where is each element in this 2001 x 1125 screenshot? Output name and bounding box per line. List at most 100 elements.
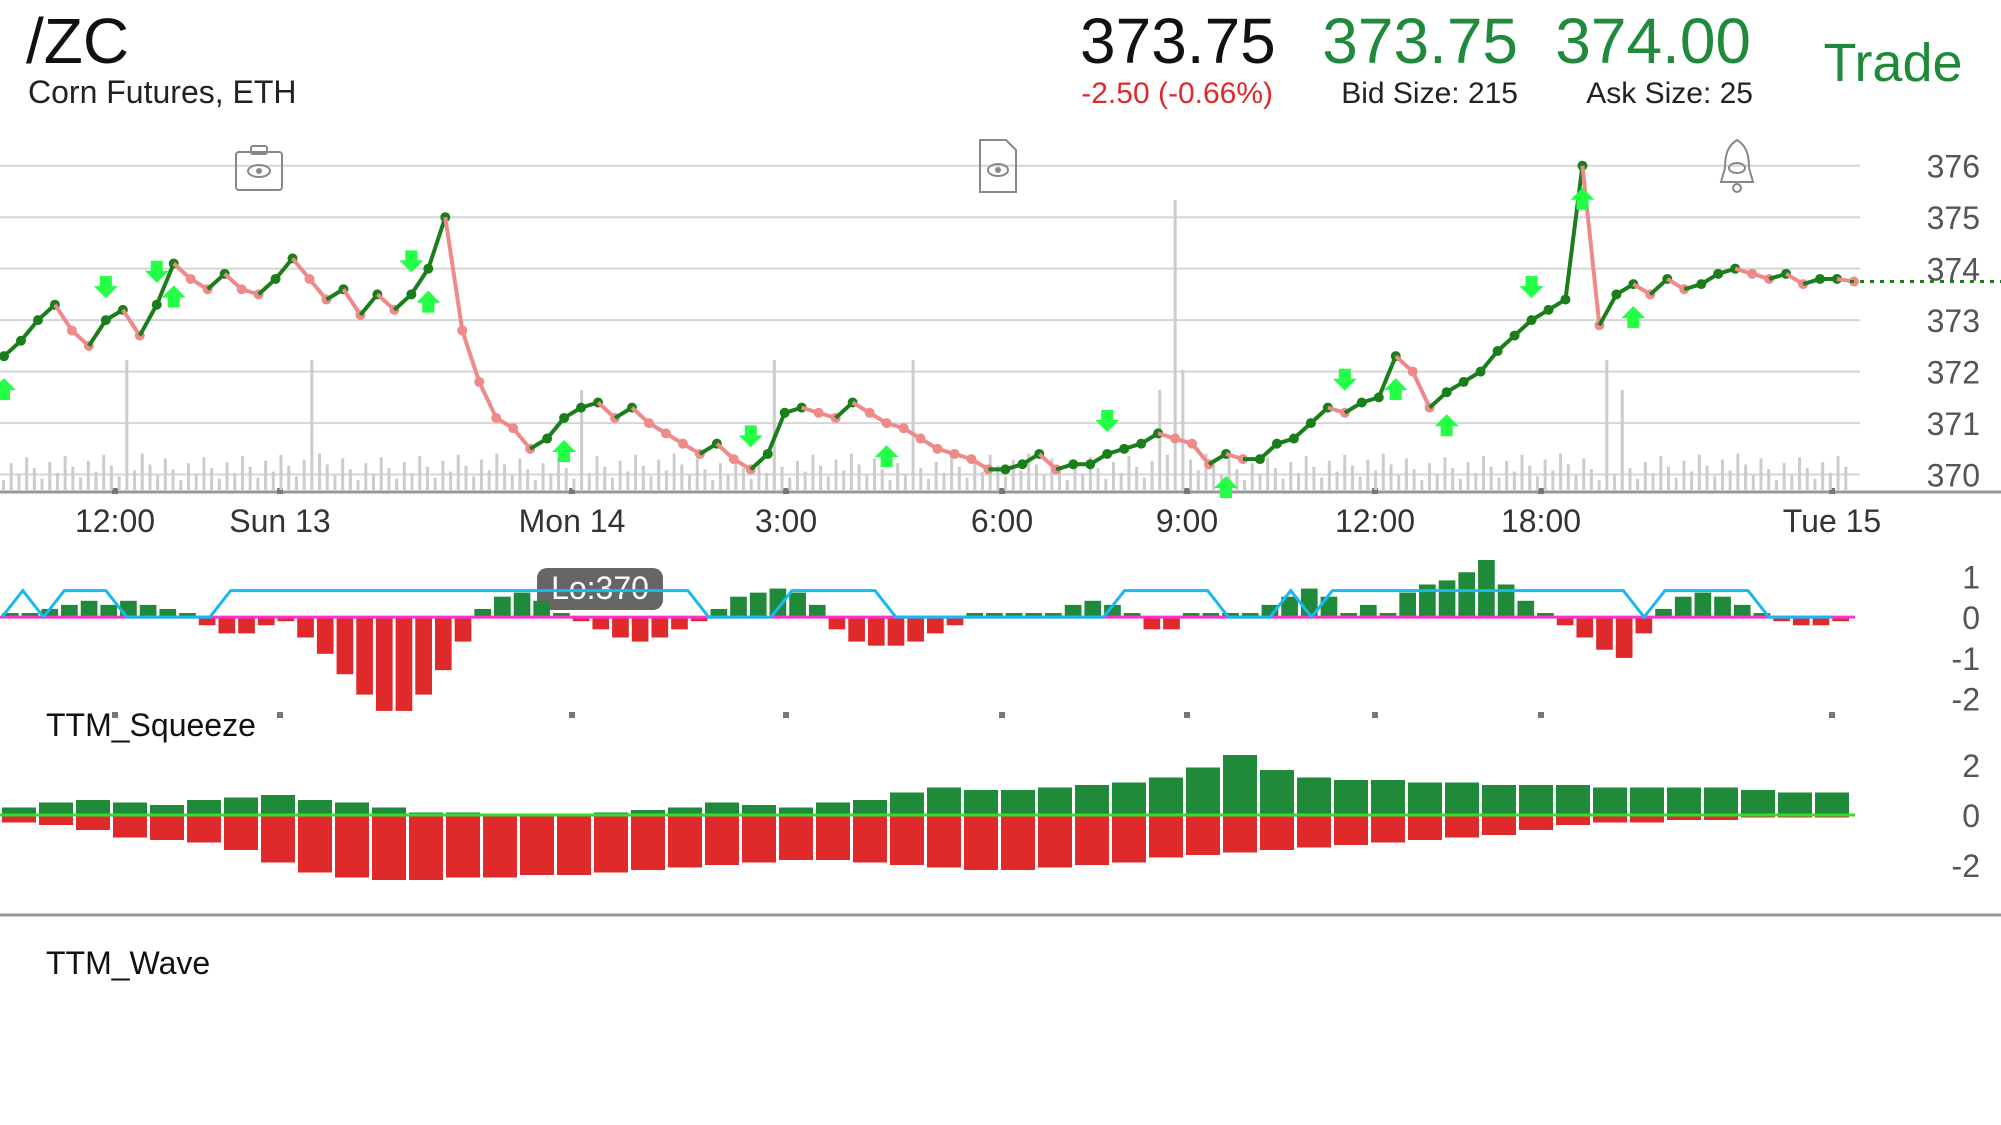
squeeze-bar	[789, 592, 806, 618]
wave-bar	[1297, 777, 1331, 815]
ask-price[interactable]: 374.00	[1555, 5, 1751, 77]
volume-bar	[1150, 460, 1154, 490]
wave-bar	[150, 805, 184, 815]
volume-bar	[1027, 453, 1031, 490]
volume-bar	[1798, 457, 1802, 490]
price-segment	[53, 303, 74, 332]
volume-bar	[726, 474, 730, 490]
price-segment	[409, 267, 430, 296]
bid-price[interactable]: 373.75	[1322, 5, 1518, 77]
volume-bars	[2, 200, 1848, 490]
volume-bar	[718, 463, 722, 490]
volume-bar	[880, 469, 884, 490]
signal-up-arrow	[416, 290, 441, 313]
signal-up-arrow	[161, 285, 186, 308]
price-segment	[121, 308, 142, 337]
wave-bar	[113, 815, 147, 838]
volume-bar	[1643, 462, 1647, 490]
squeeze-bar	[867, 617, 885, 646]
volume-bar	[849, 453, 853, 490]
squeeze-bar	[651, 617, 669, 638]
squeeze-bar	[415, 617, 432, 695]
volume-bar	[140, 453, 144, 490]
volume-bar	[372, 474, 375, 490]
price-segment	[426, 216, 448, 270]
squeeze-bar	[1655, 608, 1672, 618]
volume-bar	[1266, 457, 1270, 490]
volume-bar	[410, 472, 414, 490]
squeeze-title: TTM_Squeeze	[46, 707, 256, 743]
wave-bar	[1371, 780, 1405, 815]
volume-bar	[210, 468, 214, 490]
squeeze-bar	[1064, 604, 1082, 618]
volume-bar	[441, 460, 445, 490]
squeeze-bar	[1222, 613, 1239, 618]
wave-bar	[298, 800, 332, 815]
volume-bar	[896, 463, 900, 490]
price-segment	[765, 412, 787, 455]
price-segment	[1580, 165, 1602, 326]
volume-bar	[1073, 463, 1077, 490]
volume-bar	[1350, 465, 1354, 490]
volume-bar	[1304, 456, 1308, 490]
volume-bar	[1636, 478, 1640, 490]
squeeze-bar	[1753, 613, 1771, 618]
volume-bar	[233, 472, 237, 490]
volume-bar	[757, 462, 761, 490]
squeeze-bar	[1497, 584, 1515, 618]
wave-bar	[1556, 785, 1590, 815]
wave-bar	[1815, 792, 1849, 815]
volume-bar	[9, 463, 13, 490]
time-tick-label: 12:00	[75, 503, 155, 539]
squeeze-bar	[1104, 604, 1121, 618]
squeeze-bar	[1576, 617, 1594, 638]
squeeze-axis-labels: 1 0 -1 -2	[1952, 559, 1980, 717]
squeeze-bar	[1419, 584, 1436, 618]
volume-bar	[364, 463, 368, 490]
wave-axis-labels: 2 0 -2	[1952, 748, 1980, 884]
volume-bar	[950, 456, 954, 490]
squeeze-bar	[1143, 617, 1161, 630]
price-axis-labels: 376 375 374 373 372 371 370	[1927, 149, 1980, 494]
time-tick-mark	[1538, 488, 1544, 494]
wave-bar	[1297, 815, 1331, 848]
volume-bar	[664, 470, 668, 490]
briefcase-eye-icon[interactable]	[235, 145, 283, 191]
squeeze-bar	[1478, 560, 1495, 618]
volume-bar	[1759, 458, 1763, 490]
volume-bar	[487, 470, 491, 490]
bell-eye-icon[interactable]	[1719, 138, 1755, 193]
volume-bar	[695, 458, 699, 490]
volume-bar	[456, 454, 460, 490]
wave-bar	[1186, 815, 1220, 855]
chart-area[interactable]: Lo:370 376 375 374 373 372 371 370 12:00 Sun 13…	[0, 100, 2001, 1125]
price-tick-label: 376	[1927, 149, 1980, 185]
volume-bar	[325, 464, 329, 490]
bid-size: Bid Size: 215	[1341, 77, 1518, 110]
volume-bar	[1235, 469, 1239, 490]
trade-button[interactable]: Trade	[1823, 33, 1963, 93]
wave-bar	[335, 815, 369, 878]
volume-bar	[765, 472, 769, 490]
document-eye-icon[interactable]	[979, 139, 1017, 193]
volume-bar	[603, 466, 607, 490]
wave-bar	[261, 815, 295, 863]
volume-bar	[888, 480, 892, 490]
volume-bar	[526, 469, 530, 490]
volume-bar	[680, 464, 684, 490]
volume-bar	[564, 468, 568, 490]
squeeze-bar	[297, 617, 314, 638]
wave-bar	[372, 815, 406, 880]
volume-bar	[402, 462, 406, 490]
squeeze-bar	[612, 617, 629, 638]
wave-bar	[1630, 815, 1664, 823]
volume-bar	[1250, 463, 1254, 490]
squeeze-bar	[1202, 613, 1220, 618]
volume-bar	[1243, 480, 1247, 490]
wave-bar	[705, 815, 739, 865]
volume-bar	[418, 456, 422, 490]
squeeze-bar	[690, 617, 708, 622]
volume-bar	[264, 460, 268, 490]
wave-bar	[1408, 782, 1442, 815]
squeeze-bar	[1792, 617, 1810, 626]
